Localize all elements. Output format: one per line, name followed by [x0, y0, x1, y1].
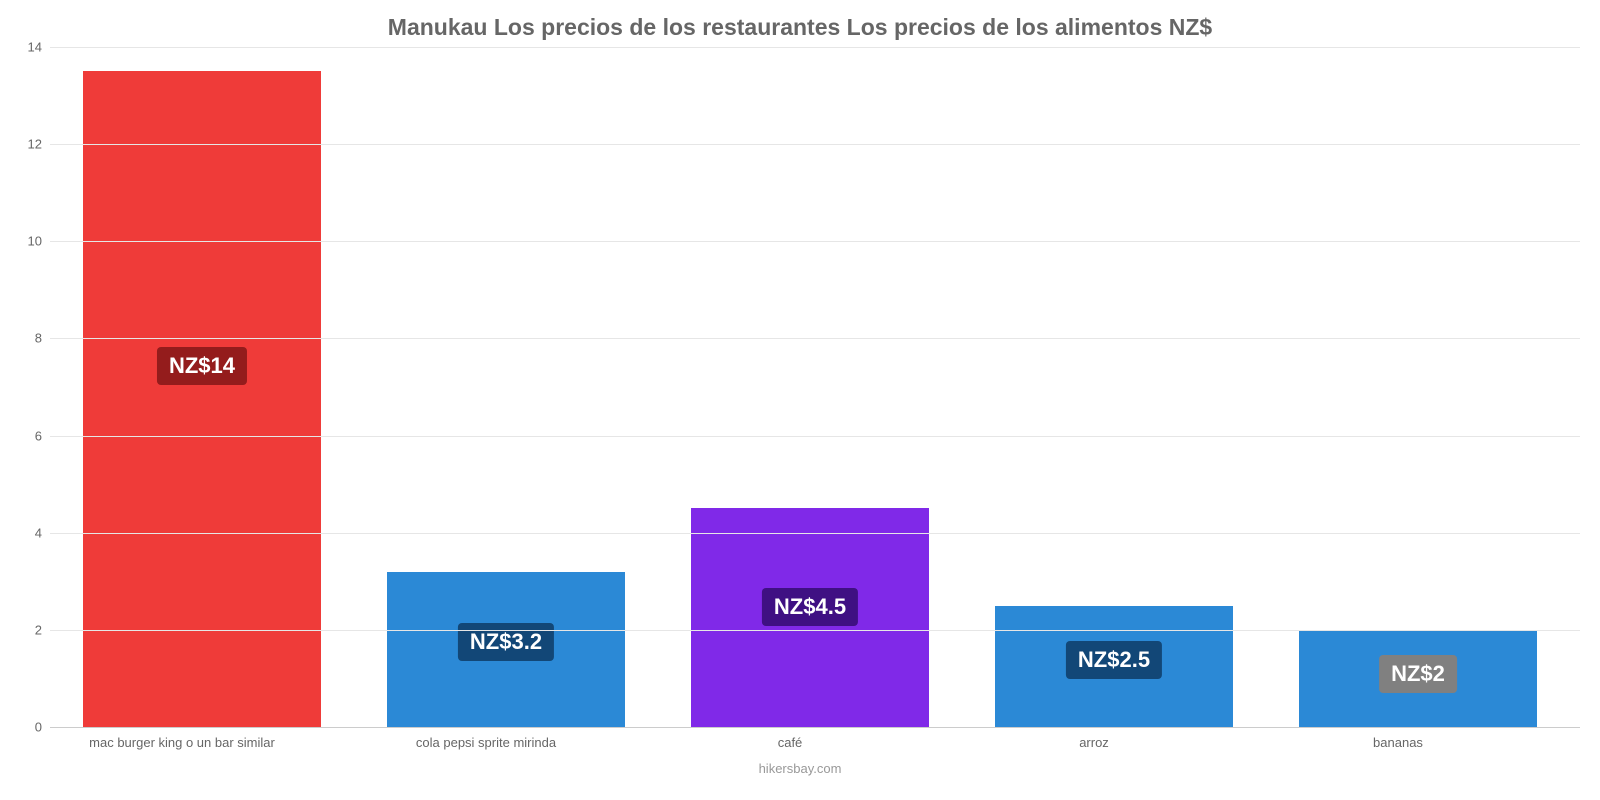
bar: [83, 71, 320, 727]
value-label: NZ$3.2: [458, 623, 554, 661]
x-tick-label: bananas: [1373, 735, 1423, 750]
y-tick-label: 14: [28, 40, 42, 55]
value-label: NZ$4.5: [762, 588, 858, 626]
value-label: NZ$2.5: [1066, 641, 1162, 679]
gridline: [50, 144, 1580, 145]
x-tick-label: café: [778, 735, 803, 750]
y-tick-label: 8: [35, 331, 42, 346]
y-tick-label: 4: [35, 525, 42, 540]
x-tick-label: mac burger king o un bar similar: [89, 735, 275, 750]
value-label: NZ$2: [1379, 655, 1457, 693]
chart-title: Manukau Los precios de los restaurantes …: [0, 0, 1600, 47]
x-tick-label: cola pepsi sprite mirinda: [416, 735, 556, 750]
plot-area: NZ$14NZ$3.2NZ$4.5NZ$2.5NZ$2 02468101214: [50, 47, 1580, 727]
y-tick-label: 6: [35, 428, 42, 443]
footer-credit: hikersbay.com: [0, 761, 1600, 776]
gridline: [50, 533, 1580, 534]
x-axis-labels: mac burger king o un bar similar cola pep…: [30, 727, 1550, 757]
gridline: [50, 47, 1580, 48]
value-label: NZ$14: [157, 347, 247, 385]
gridline: [50, 436, 1580, 437]
bar-chart: NZ$14NZ$3.2NZ$4.5NZ$2.5NZ$2 02468101214: [20, 47, 1580, 727]
gridline: [50, 338, 1580, 339]
x-tick-label: arroz: [1079, 735, 1109, 750]
bars-layer: NZ$14 NZ$3.2 NZ$4.5 NZ$2.5 NZ$2: [50, 47, 1580, 727]
y-tick-label: 10: [28, 234, 42, 249]
gridline: [50, 241, 1580, 242]
gridline: [50, 630, 1580, 631]
y-tick-label: 2: [35, 622, 42, 637]
y-tick-label: 12: [28, 137, 42, 152]
